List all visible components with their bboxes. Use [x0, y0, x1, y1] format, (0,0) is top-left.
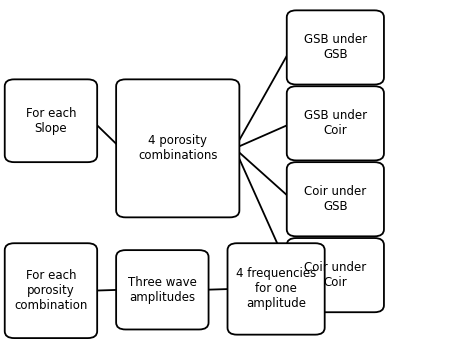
Text: GSB under
Coir: GSB under Coir: [304, 109, 367, 137]
FancyBboxPatch shape: [116, 250, 209, 329]
Text: GSB under
GSB: GSB under GSB: [304, 33, 367, 61]
FancyBboxPatch shape: [5, 79, 97, 162]
FancyBboxPatch shape: [287, 86, 384, 160]
FancyBboxPatch shape: [287, 238, 384, 312]
Text: For each
porosity
combination: For each porosity combination: [14, 269, 88, 312]
FancyBboxPatch shape: [5, 243, 97, 338]
FancyBboxPatch shape: [116, 79, 239, 217]
FancyBboxPatch shape: [287, 10, 384, 85]
Text: 4 frequencies
for one
amplitude: 4 frequencies for one amplitude: [236, 267, 316, 310]
Text: For each
Slope: For each Slope: [26, 107, 76, 135]
Text: Coir under
Coir: Coir under Coir: [304, 261, 366, 289]
FancyBboxPatch shape: [228, 243, 325, 335]
Text: Three wave
amplitudes: Three wave amplitudes: [128, 276, 197, 304]
Text: 4 porosity
combinations: 4 porosity combinations: [138, 134, 218, 162]
FancyBboxPatch shape: [287, 162, 384, 236]
Text: Coir under
GSB: Coir under GSB: [304, 185, 366, 213]
